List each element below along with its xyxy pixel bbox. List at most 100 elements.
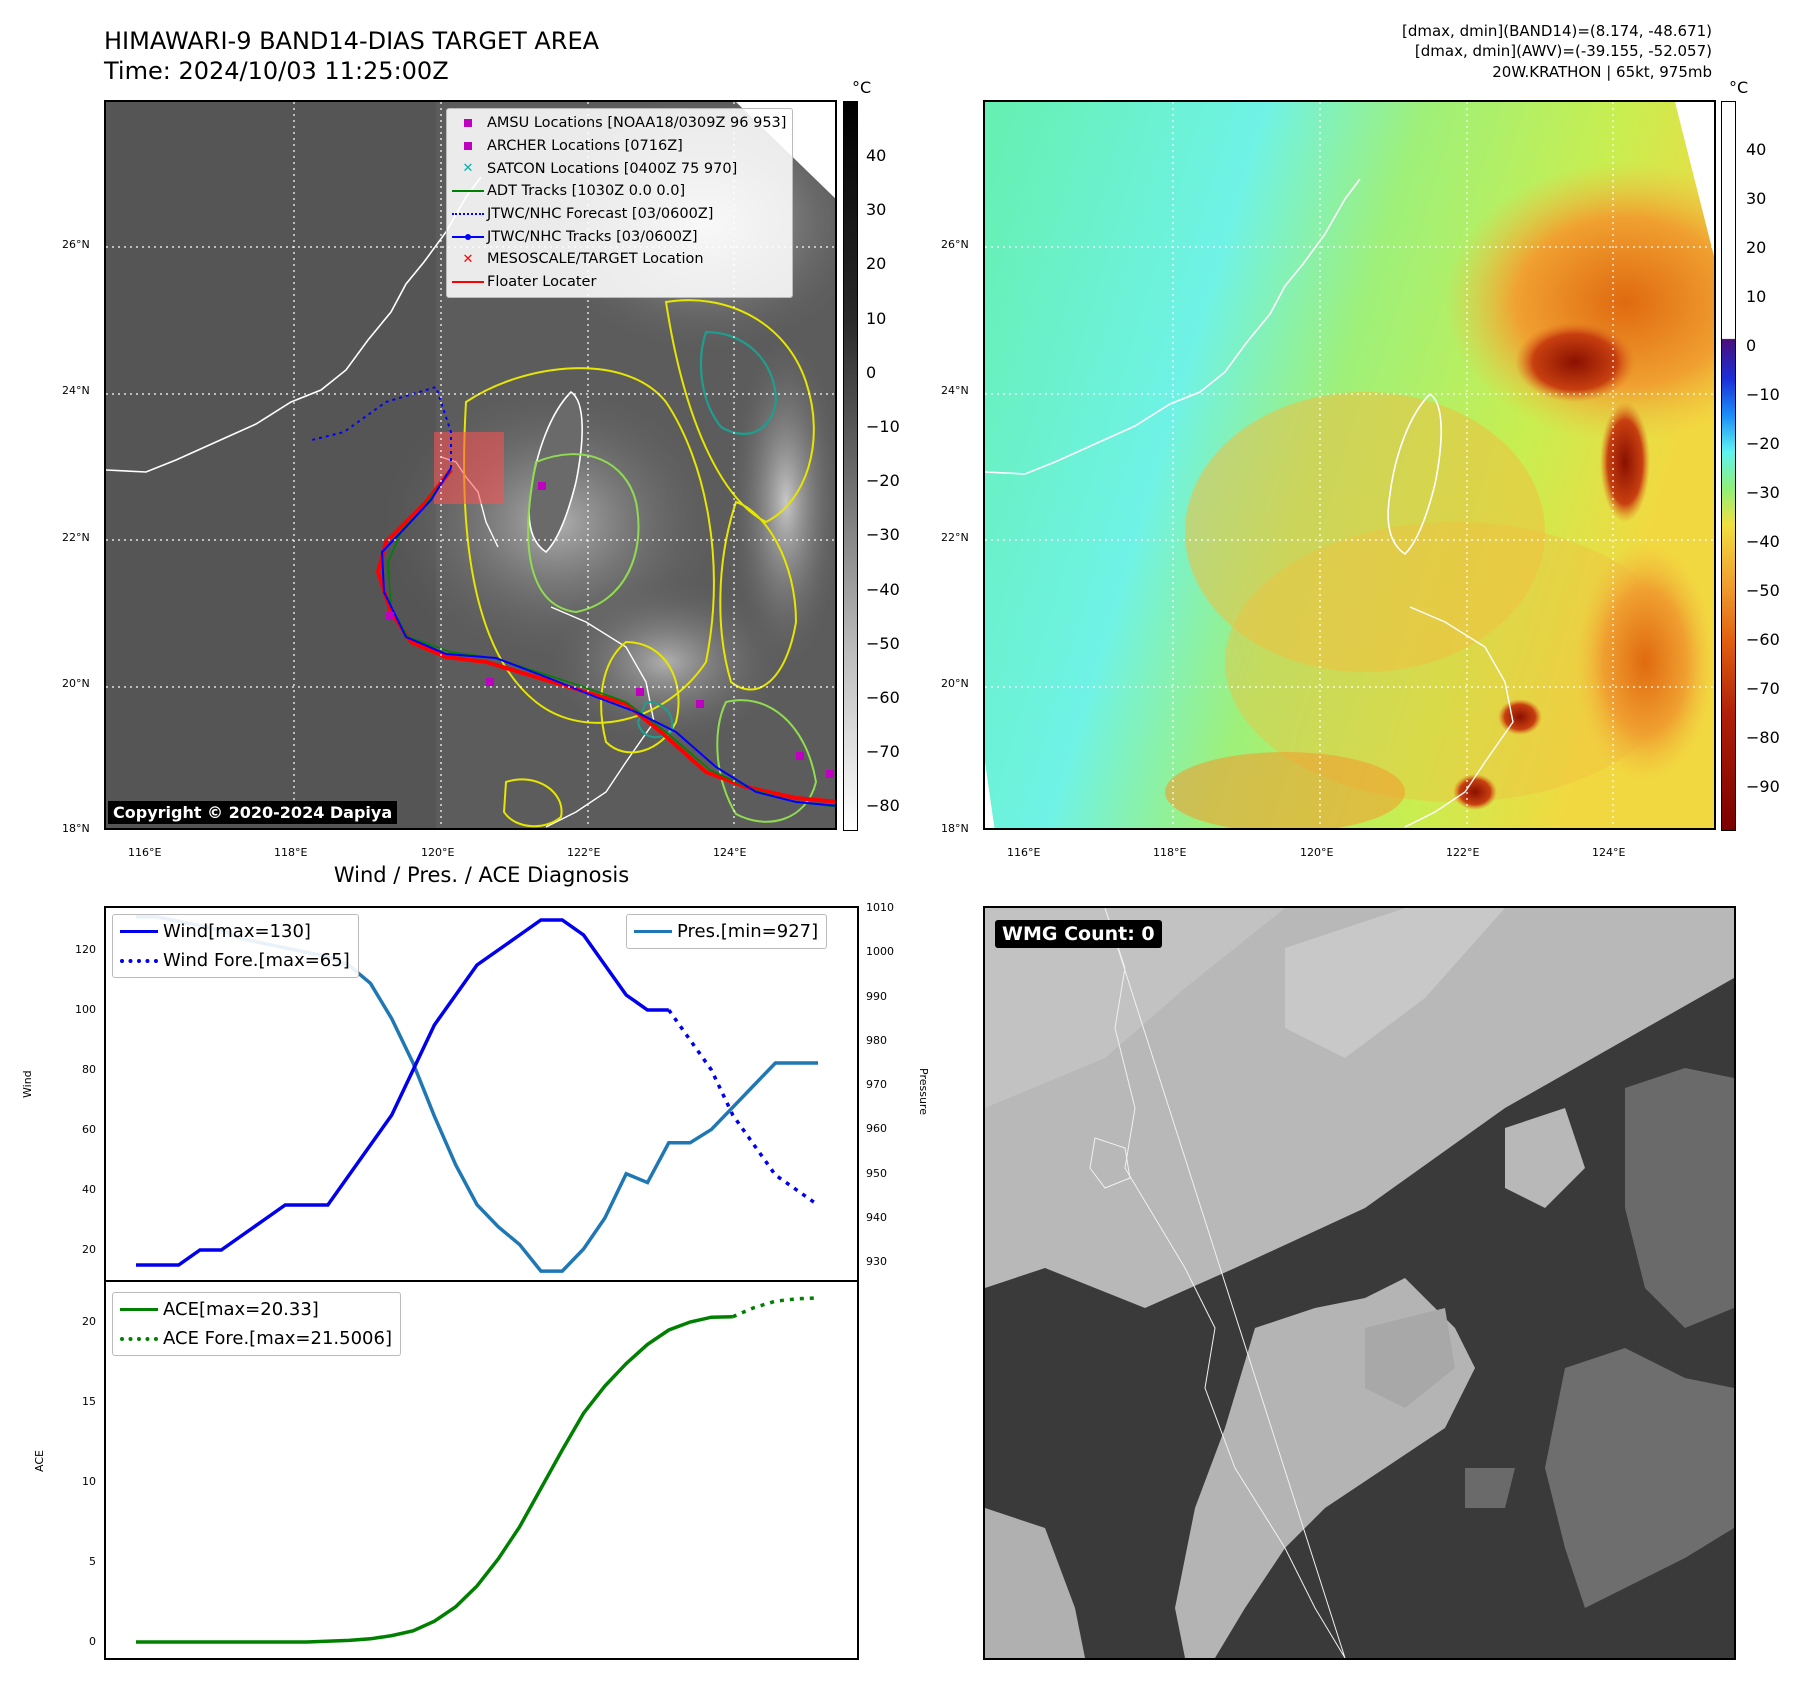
x-marker-icon: ✕ bbox=[462, 161, 474, 177]
ir-map-panel: AMSU Locations [NOAA18/0309Z 96 953] ARC… bbox=[104, 100, 837, 830]
y-tick-label: 60 bbox=[82, 1123, 96, 1136]
ace-forecast-line bbox=[732, 1296, 819, 1319]
y-tick-label: 120 bbox=[75, 943, 96, 956]
lon-label: 124°E bbox=[1592, 846, 1626, 859]
x-marker-icon: ✕ bbox=[462, 251, 474, 267]
y-tick-label: 950 bbox=[866, 1166, 887, 1180]
y-tick-label: 5 bbox=[89, 1555, 96, 1568]
lon-label: 122°E bbox=[1446, 846, 1480, 859]
dotted-line-icon bbox=[115, 1336, 163, 1341]
y-tick-label: 1010 bbox=[866, 901, 894, 914]
legend-archer: ARCHER Locations [0716Z] bbox=[449, 135, 786, 158]
diagnosis-title: Wind / Pres. / ACE Diagnosis bbox=[333, 863, 630, 887]
awv-map-image bbox=[985, 102, 1714, 828]
legend-pres: Pres.[min=927] bbox=[629, 917, 818, 946]
y-tick-label: 100 bbox=[75, 1003, 96, 1016]
colorbar-tick-label: 20 bbox=[1746, 238, 1767, 257]
legend-adt-label: ADT Tracks [1030Z 0.0 0.0] bbox=[487, 183, 686, 200]
lon-label: 116°E bbox=[1007, 846, 1041, 859]
lon-label: 118°E bbox=[274, 846, 308, 859]
y-tick-label: 80 bbox=[82, 1063, 96, 1076]
colorbar-tick-label: −80 bbox=[1746, 728, 1780, 747]
legend-ace-fore-label: ACE Fore.[max=21.5006] bbox=[163, 1328, 392, 1349]
ir-colorbar bbox=[843, 101, 858, 831]
square-marker-icon bbox=[449, 142, 487, 151]
wind-axis-label: Wind bbox=[21, 1070, 34, 1098]
lon-label: 118°E bbox=[1153, 846, 1187, 859]
lat-label: 24°N bbox=[941, 384, 969, 397]
map-time: Time: 2024/10/03 11:25:00Z bbox=[104, 57, 449, 85]
y-tick-label: 0 bbox=[89, 1635, 96, 1648]
legend-pres-label: Pres.[min=927] bbox=[677, 921, 819, 942]
ace-series-line bbox=[136, 1314, 733, 1644]
lon-label: 116°E bbox=[128, 846, 162, 859]
wind-legend: Wind[max=130] Wind Fore.[max=65] bbox=[112, 914, 359, 978]
wind-series-line bbox=[136, 918, 669, 1267]
colorbar-tick-label: −10 bbox=[1746, 385, 1780, 404]
line-marker-icon bbox=[449, 281, 487, 284]
colorbar-tick-label: −80 bbox=[866, 796, 900, 816]
colorbar-tick-label: 40 bbox=[1746, 140, 1767, 159]
lat-label: 20°N bbox=[62, 677, 90, 690]
lat-label: 22°N bbox=[941, 531, 969, 544]
line-marker-icon bbox=[115, 930, 163, 933]
lat-label: 26°N bbox=[62, 238, 90, 251]
y-tick-label: 20 bbox=[82, 1243, 96, 1256]
legend-amsu-label: AMSU Locations [NOAA18/0309Z 96 953] bbox=[487, 115, 787, 132]
colorbar-tick-label: −40 bbox=[1746, 532, 1780, 551]
lon-label: 120°E bbox=[1300, 846, 1334, 859]
colorbar-tick-label: −70 bbox=[866, 742, 900, 762]
legend-archer-label: ARCHER Locations [0716Z] bbox=[487, 138, 683, 155]
square-marker-icon bbox=[449, 119, 487, 128]
lon-label: 124°E bbox=[713, 846, 747, 859]
dotted-line-icon bbox=[449, 213, 487, 216]
colorbar-tick-label: 10 bbox=[1746, 287, 1767, 306]
copyright-notice: Copyright © 2020-2024 Dapiya bbox=[108, 801, 398, 824]
colorbar-tick-label: −50 bbox=[1746, 581, 1780, 600]
wmg-count: WMG Count: 0 bbox=[995, 920, 1162, 948]
colorbar-tick-label: −70 bbox=[1746, 679, 1780, 698]
colorbar-tick-label: −30 bbox=[1746, 483, 1780, 502]
legend-mesoscale: ✕ MESOSCALE/TARGET Location bbox=[449, 248, 786, 271]
colorbar-tick-label: 0 bbox=[866, 362, 877, 382]
colorbar-unit: °C bbox=[852, 78, 872, 97]
legend-floater: Floater Locater bbox=[449, 271, 786, 294]
ace-legend: ACE[max=20.33] ACE Fore.[max=21.5006] bbox=[112, 1292, 401, 1356]
pressure-axis-label: Pressure bbox=[917, 1068, 930, 1115]
ace-panel bbox=[104, 1280, 859, 1660]
ace-axis-label: ACE bbox=[33, 1450, 46, 1472]
legend-tracks-label: JTWC/NHC Tracks [03/0600Z] bbox=[487, 228, 698, 245]
awv-colorbar bbox=[1721, 101, 1736, 831]
colorbar-tick-label: 40 bbox=[866, 146, 887, 165]
awv-range: [dmax, dmin](AWV)=(-39.155, -52.057) bbox=[1414, 42, 1712, 60]
colorbar-tick-label: −10 bbox=[866, 417, 900, 436]
band14-range: [dmax, dmin](BAND14)=(8.174, -48.671) bbox=[1401, 22, 1712, 40]
legend-wind-fore-label: Wind Fore.[max=65] bbox=[163, 950, 350, 971]
wmg-panel: WMG Count: 0 bbox=[983, 906, 1736, 1660]
y-tick-label: 10 bbox=[82, 1475, 96, 1488]
legend-ace: ACE[max=20.33] bbox=[115, 1295, 392, 1324]
colorbar-tick-label: 10 bbox=[866, 308, 887, 328]
colorbar-tick-label: 30 bbox=[1746, 189, 1767, 208]
legend-wind: Wind[max=130] bbox=[115, 917, 350, 946]
legend-satcon: ✕ SATCON Locations [0400Z 75 970] bbox=[449, 157, 786, 180]
legend-forecast-label: JTWC/NHC Forecast [03/0600Z] bbox=[487, 206, 714, 223]
lat-label: 24°N bbox=[62, 384, 90, 397]
legend-floater-label: Floater Locater bbox=[487, 274, 597, 291]
line-dot-marker-icon bbox=[449, 233, 487, 240]
colorbar-unit: °C bbox=[1729, 78, 1749, 97]
lat-label: 26°N bbox=[941, 238, 969, 251]
legend-satcon-label: SATCON Locations [0400Z 75 970] bbox=[487, 160, 738, 177]
line-marker-icon bbox=[629, 930, 677, 933]
y-tick-label: 970 bbox=[866, 1078, 887, 1092]
lat-label: 22°N bbox=[62, 531, 90, 544]
colorbar-tick-label: −40 bbox=[866, 579, 900, 599]
y-tick-label: 990 bbox=[866, 989, 887, 1003]
legend-wind-fore: Wind Fore.[max=65] bbox=[115, 946, 350, 975]
pres-legend: Pres.[min=927] bbox=[626, 914, 828, 949]
lon-label: 120°E bbox=[421, 846, 455, 859]
lon-label: 122°E bbox=[567, 846, 601, 859]
map-title: HIMAWARI-9 BAND14-DIAS TARGET AREA bbox=[104, 27, 600, 55]
y-tick-label: 20 bbox=[82, 1315, 96, 1328]
legend-forecast: JTWC/NHC Forecast [03/0600Z] bbox=[449, 203, 786, 226]
